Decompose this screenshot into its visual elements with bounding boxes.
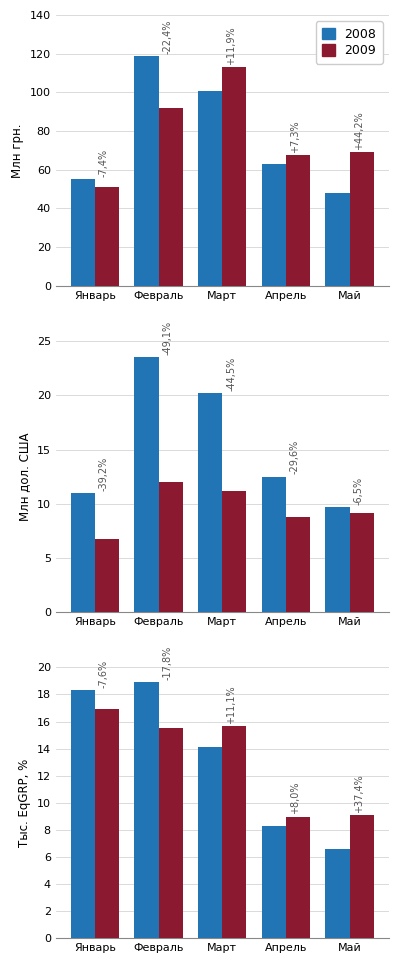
Text: +44,2%: +44,2% (354, 112, 364, 150)
Bar (198, 91, 222, 285)
Y-axis label: Млн грн.: Млн грн. (11, 123, 24, 177)
Bar (198, 747, 222, 938)
Bar (350, 514, 374, 612)
Bar (222, 491, 246, 612)
Bar (71, 690, 95, 938)
Text: +7,3%: +7,3% (290, 120, 300, 153)
Text: +11,9%: +11,9% (226, 27, 236, 66)
Text: -7,6%: -7,6% (99, 660, 109, 688)
Bar (159, 482, 183, 612)
Bar (262, 826, 286, 938)
Bar (159, 108, 183, 285)
Text: +8,0%: +8,0% (290, 782, 300, 815)
Y-axis label: Млн дол. США: Млн дол. США (18, 432, 31, 521)
Text: +37,4%: +37,4% (354, 774, 364, 813)
Bar (286, 155, 310, 285)
Bar (134, 683, 159, 938)
Text: +11,1%: +11,1% (226, 685, 236, 724)
Bar (134, 358, 159, 612)
Legend: 2008, 2009: 2008, 2009 (316, 21, 383, 64)
Text: -17,8%: -17,8% (163, 646, 173, 681)
Bar (325, 507, 350, 612)
Bar (95, 187, 119, 285)
Text: -44,5%: -44,5% (226, 357, 236, 391)
Bar (262, 164, 286, 285)
Bar (222, 726, 246, 938)
Bar (159, 728, 183, 938)
Bar (350, 152, 374, 285)
Text: -7,4%: -7,4% (99, 149, 109, 177)
Bar (198, 393, 222, 612)
Bar (286, 517, 310, 612)
Y-axis label: Тыс. EqGRP, %: Тыс. EqGRP, % (18, 759, 31, 846)
Bar (325, 848, 350, 938)
Bar (134, 56, 159, 285)
Bar (95, 539, 119, 612)
Text: -22,4%: -22,4% (163, 19, 173, 54)
Text: -49,1%: -49,1% (163, 321, 173, 356)
Bar (325, 193, 350, 285)
Text: -6,5%: -6,5% (354, 476, 364, 505)
Text: -39,2%: -39,2% (99, 456, 109, 491)
Bar (71, 493, 95, 612)
Text: -29,6%: -29,6% (290, 441, 300, 474)
Bar (95, 710, 119, 938)
Bar (71, 179, 95, 285)
Bar (262, 476, 286, 612)
Bar (222, 67, 246, 285)
Bar (350, 816, 374, 938)
Bar (286, 817, 310, 938)
